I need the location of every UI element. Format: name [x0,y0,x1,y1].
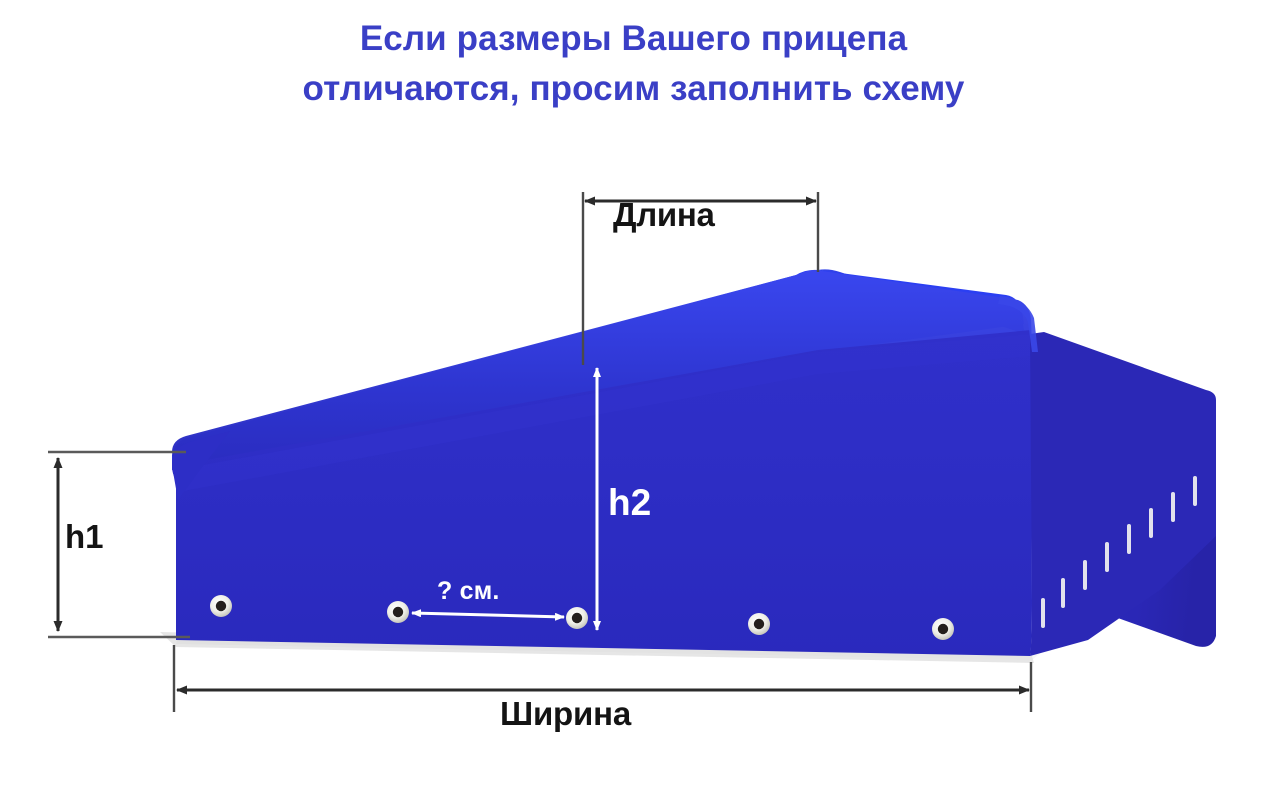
page-title-line-1: Если размеры Вашего прицепа [359,19,908,58]
page-title-line-2: отличаются, просим заполнить схему [302,68,965,108]
page-title: Если размеры Вашего прицепа отличаются, … [0,14,1267,113]
label-height-h2: h2 [608,482,652,523]
cover-right-wrap-panel [1030,332,1216,656]
grommet [932,618,954,640]
label-width: Ширина [500,695,631,732]
cover-front-crease [172,270,1032,474]
length-dimension [581,192,820,365]
grommet-row [210,595,954,640]
grommet [748,613,770,635]
width-dimension [172,645,1033,712]
front-height-dimension [48,450,190,639]
label-height-h1: h1 [65,518,104,555]
grommet-spacing-dimension [411,609,565,621]
cover-front-face [172,330,1032,656]
cover-left-corner [171,431,230,500]
side-tab-marks [1041,476,1197,628]
grommet [210,595,232,617]
cover-right-roll-edge [998,296,1038,352]
label-grommet-spacing: ? см. [437,577,500,605]
grommet [566,607,588,629]
grommet [387,601,409,623]
label-length: Длина [613,196,715,233]
